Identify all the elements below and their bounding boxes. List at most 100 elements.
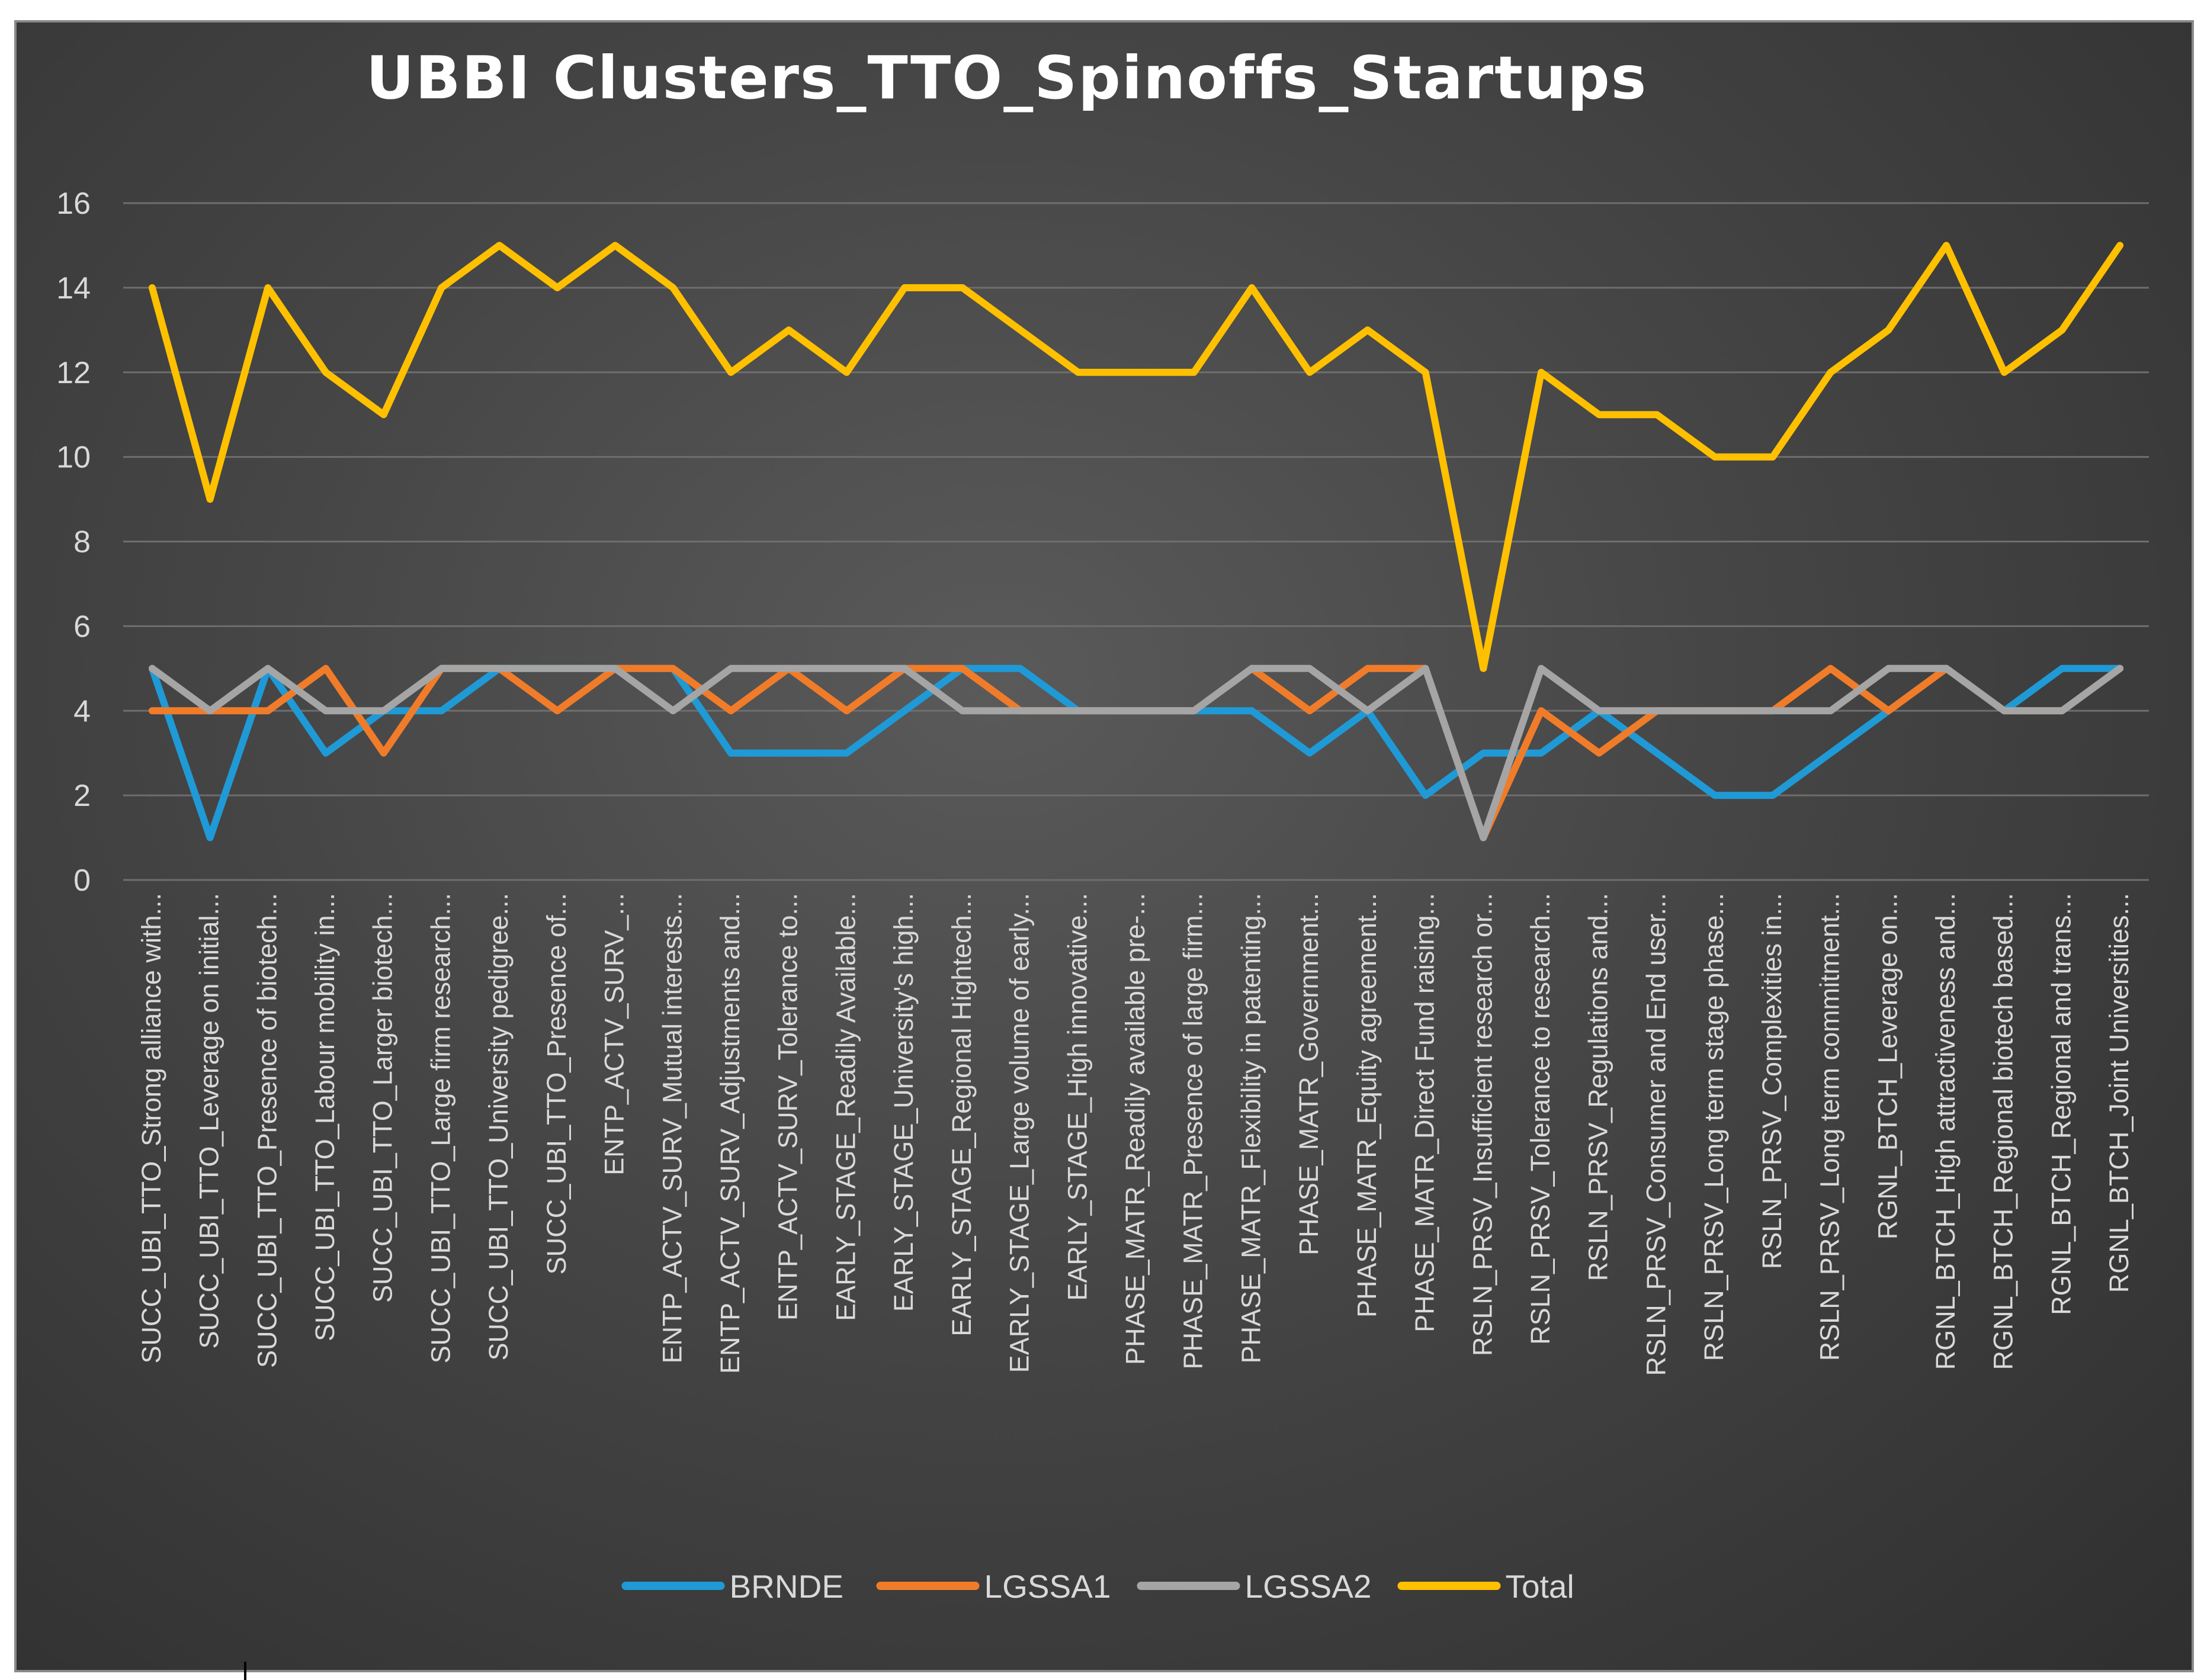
data-point	[556, 286, 559, 289]
data-point	[1135, 709, 1137, 712]
data-point	[208, 836, 211, 839]
data-point	[614, 667, 617, 670]
x-category-label: ENTP_ACTV_SURV_...	[599, 893, 630, 1175]
gridlines	[123, 202, 2149, 881]
data-point	[150, 667, 153, 670]
x-category-label: EARLY_STAGE_University's high...	[888, 893, 919, 1312]
data-point	[440, 286, 443, 289]
x-axis-categories: SUCC_UBI_TTO_Strong alliance with... SUCC…	[136, 893, 2134, 1376]
y-tick-label: 10	[56, 441, 91, 475]
x-category-label: EARLY_STAGE_Readily Available...	[830, 893, 861, 1321]
text-cursor-mark	[244, 1662, 246, 1680]
x-category-label: RSLN_PRSV_Consumer and End user...	[1641, 893, 1671, 1376]
y-tick-label: 4	[73, 694, 91, 728]
x-category-label: PHASE_MATR_Direct Fund raising...	[1410, 893, 1440, 1332]
data-point	[903, 286, 906, 289]
data-point	[672, 667, 675, 670]
data-point	[1366, 709, 1369, 712]
data-point	[1714, 794, 1717, 797]
data-point	[2061, 667, 2064, 670]
series-lines	[148, 242, 2124, 841]
legend: BRNDE LGSSA1 LGSSA2 Total	[621, 1568, 1574, 1605]
data-point	[1597, 413, 1600, 416]
x-category-label: SUCC_UBI_TTO_Presence of...	[541, 893, 572, 1274]
data-point	[1424, 371, 1427, 374]
data-point	[730, 709, 732, 712]
chart-frame: UBBI Clusters_TTO_Spinoffs_Startups 0 2 4 6…	[14, 20, 2194, 1672]
data-point	[961, 709, 964, 712]
data-point	[614, 244, 617, 247]
y-tick-label: 14	[56, 271, 91, 306]
y-tick-label: 16	[56, 187, 91, 221]
x-category-label: EARLY_STAGE_Regional Hightech...	[947, 893, 977, 1337]
data-point	[1829, 751, 1832, 754]
data-point	[440, 667, 443, 670]
data-point	[787, 751, 790, 754]
data-point	[1656, 709, 1658, 712]
data-point	[1192, 709, 1195, 712]
legend-item-brnde: BRNDE	[621, 1568, 844, 1605]
data-point	[672, 709, 675, 712]
data-point	[1771, 794, 1774, 797]
data-point	[2003, 709, 2006, 712]
data-point	[382, 413, 385, 416]
legend-label: BRNDE	[730, 1568, 844, 1605]
data-point	[1482, 751, 1485, 754]
data-point	[1077, 371, 1080, 374]
x-category-label: RSLN_PRSV_Regulations and...	[1583, 893, 1613, 1281]
data-point	[961, 667, 964, 670]
data-point	[1308, 371, 1311, 374]
x-category-label: RSLN_PRSV_Insufficient research or...	[1467, 893, 1497, 1356]
legend-label: LGSSA2	[1245, 1568, 1372, 1605]
x-category-label: ENTP_ACTV_SURV_Tolerance to...	[773, 893, 803, 1321]
x-category-label: RSLN_PRSV_Complexities in...	[1757, 893, 1787, 1269]
data-point	[730, 371, 732, 374]
data-point	[440, 709, 443, 712]
data-point	[2003, 371, 2006, 374]
x-category-label: SUCC_UBI_TTO_Strong alliance with...	[136, 893, 166, 1364]
x-category-label: PHASE_MATR_Readily available pre-...	[1120, 893, 1150, 1365]
data-point	[845, 667, 848, 670]
legend-item-total: Total	[1397, 1568, 1574, 1605]
data-point	[1482, 836, 1485, 839]
data-point	[1887, 329, 1890, 332]
data-point	[1019, 709, 1022, 712]
x-category-label: PHASE_MATR_Presence of large firm...	[1178, 893, 1208, 1369]
data-point	[1192, 371, 1195, 374]
data-point	[1482, 667, 1485, 670]
data-point	[2119, 244, 2122, 247]
x-category-label: EARLY_STAGE_Large volume of early...	[1005, 893, 1035, 1373]
data-point	[903, 667, 906, 670]
series-line-brnde	[148, 664, 2124, 841]
chart-title: UBBI Clusters_TTO_Spinoffs_Startups	[366, 43, 1647, 113]
x-category-label: SUCC_UBI_TTO_Labour mobility in...	[310, 893, 340, 1341]
data-point	[730, 751, 732, 754]
data-point	[1077, 709, 1080, 712]
series-lgssa2	[148, 664, 2124, 841]
x-category-label: RGNL_BTCH_Leverage on...	[1872, 893, 1903, 1239]
x-category-label: RGNL_BTCH_Regional and trans...	[2046, 893, 2076, 1315]
data-point	[1540, 371, 1542, 374]
data-point	[1135, 371, 1137, 374]
data-point	[787, 667, 790, 670]
data-point	[556, 709, 559, 712]
data-point	[267, 709, 270, 712]
legend-item-lgssa1: LGSSA1	[876, 1568, 1111, 1605]
x-category-label: RSLN_PRSV_Long term commitment...	[1815, 893, 1845, 1361]
data-point	[1656, 751, 1658, 754]
legend-label: Total	[1506, 1568, 1574, 1605]
data-point	[845, 751, 848, 754]
data-point	[1887, 709, 1890, 712]
x-category-label: EARLY_STAGE_High innovative...	[1062, 893, 1092, 1301]
data-point	[1308, 751, 1311, 754]
data-point	[382, 751, 385, 754]
y-axis-ticks: 0 2 4 6 8 10 12 14 16	[56, 187, 91, 898]
data-point	[325, 371, 327, 374]
data-point	[1019, 329, 1022, 332]
data-point	[556, 667, 559, 670]
data-point	[498, 244, 501, 247]
data-point	[267, 667, 270, 670]
data-point	[1714, 455, 1717, 458]
legend-label: LGSSA1	[984, 1568, 1111, 1605]
data-point	[1829, 371, 1832, 374]
